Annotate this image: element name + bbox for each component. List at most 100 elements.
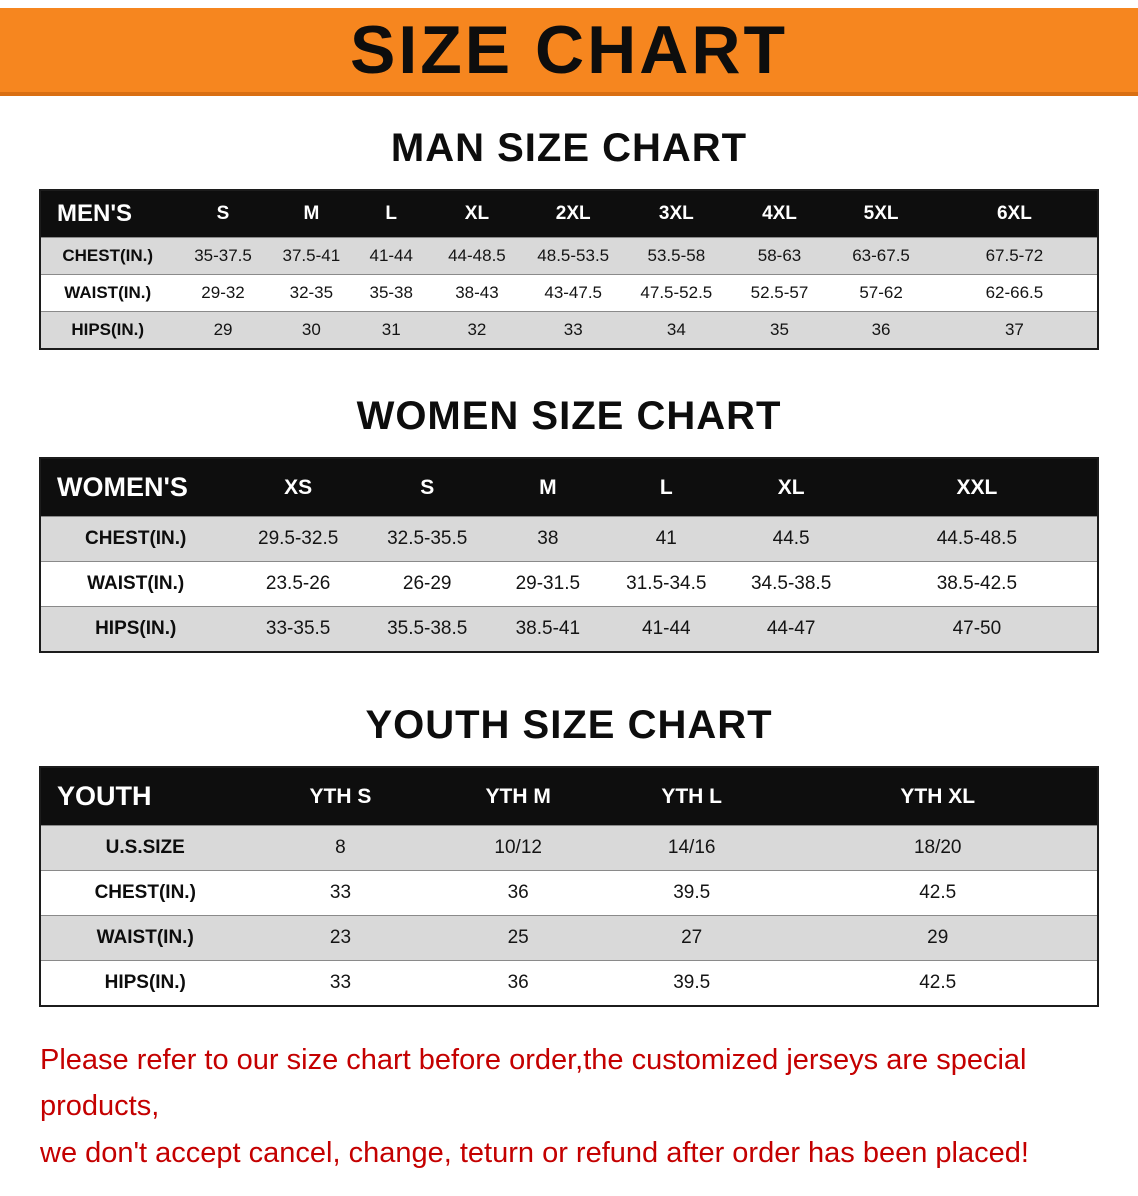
header-cell: XL (431, 190, 523, 238)
value-cell: 37.5-41 (271, 237, 352, 275)
value-cell: 44.5 (725, 516, 857, 562)
value-cell: 43-47.5 (522, 274, 624, 312)
row-label: WAIST(IN.) (40, 561, 231, 607)
banner: SIZE CHART (0, 8, 1138, 96)
row-label: HIPS(IN.) (40, 311, 175, 349)
table-row: U.S.SIZE 8 10/12 14/16 18/20 (40, 825, 1098, 871)
header-cell: 6XL (931, 190, 1098, 238)
row-label: WAIST(IN.) (40, 274, 175, 312)
men-table-title: MEN'S (40, 190, 175, 238)
value-cell: 47-50 (856, 606, 1098, 652)
women-section-heading: WOMEN SIZE CHART (356, 394, 782, 438)
row-label: HIPS(IN.) (40, 606, 231, 652)
youth-header-row: YOUTH YTH S YTH M YTH L YTH XL (40, 767, 1098, 826)
value-cell: 32 (431, 311, 523, 349)
table-row: CHEST(IN.) 29.5-32.5 32.5-35.5 38 41 44.… (40, 516, 1098, 562)
header-cell: YTH M (431, 767, 605, 826)
value-cell: 33 (522, 311, 624, 349)
value-cell: 31 (351, 311, 432, 349)
value-cell: 37 (931, 311, 1098, 349)
value-cell: 29 (778, 915, 1098, 961)
value-cell: 41-44 (351, 237, 432, 275)
order-notice-line1: Please refer to our size chart before or… (40, 1044, 1027, 1123)
value-cell: 29 (174, 311, 272, 349)
value-cell: 34 (623, 311, 729, 349)
value-cell: 25 (431, 915, 605, 961)
value-cell: 33-35.5 (230, 606, 366, 652)
order-notice-line2: we don't accept cancel, change, teturn o… (40, 1136, 1029, 1169)
value-cell: 35 (728, 311, 831, 349)
header-cell: YTH L (604, 767, 779, 826)
value-cell: 41-44 (607, 606, 726, 652)
youth-size-table: YOUTH YTH S YTH M YTH L YTH XL U.S.SIZE … (39, 766, 1099, 1007)
value-cell: 36 (830, 311, 932, 349)
value-cell: 44-47 (725, 606, 857, 652)
value-cell: 32.5-35.5 (365, 516, 489, 562)
youth-table-title: YOUTH (40, 767, 250, 826)
value-cell: 10/12 (431, 825, 605, 871)
value-cell: 44-48.5 (431, 237, 523, 275)
value-cell: 23.5-26 (230, 561, 366, 607)
value-cell: 38.5-42.5 (856, 561, 1098, 607)
value-cell: 33 (249, 960, 432, 1006)
header-cell: L (607, 458, 726, 517)
row-label: CHEST(IN.) (40, 516, 231, 562)
value-cell: 32-35 (271, 274, 352, 312)
header-cell: 3XL (623, 190, 729, 238)
value-cell: 38.5-41 (488, 606, 608, 652)
row-label: CHEST(IN.) (40, 237, 175, 275)
value-cell: 29-32 (174, 274, 272, 312)
women-size-table: WOMEN'S XS S M L XL XXL CHEST(IN.) 29.5-… (39, 457, 1099, 653)
table-row: WAIST(IN.) 23.5-26 26-29 29-31.5 31.5-34… (40, 561, 1098, 607)
value-cell: 38 (488, 516, 608, 562)
men-header-row: MEN'S S M L XL 2XL 3XL 4XL 5XL 6XL (40, 190, 1098, 238)
header-cell: XS (230, 458, 366, 517)
table-row: CHEST(IN.) 35-37.5 37.5-41 41-44 44-48.5… (40, 237, 1098, 275)
table-row: HIPS(IN.) 29 30 31 32 33 34 35 36 37 (40, 311, 1098, 349)
table-row: HIPS(IN.) 33-35.5 35.5-38.5 38.5-41 41-4… (40, 606, 1098, 652)
table-row: WAIST(IN.) 29-32 32-35 35-38 38-43 43-47… (40, 274, 1098, 312)
youth-section: YOUTH SIZE CHART YOUTH YTH S YTH M YTH L… (0, 703, 1138, 1007)
value-cell: 57-62 (830, 274, 932, 312)
value-cell: 42.5 (778, 960, 1098, 1006)
value-cell: 34.5-38.5 (725, 561, 857, 607)
value-cell: 36 (431, 960, 605, 1006)
header-cell: XXL (856, 458, 1098, 517)
value-cell: 52.5-57 (728, 274, 831, 312)
page-title: SIZE CHART (350, 12, 788, 88)
value-cell: 58-63 (728, 237, 831, 275)
header-cell: M (271, 190, 352, 238)
women-table-title: WOMEN'S (40, 458, 231, 517)
header-cell: YTH XL (778, 767, 1098, 826)
header-cell: 2XL (522, 190, 624, 238)
women-header-row: WOMEN'S XS S M L XL XXL (40, 458, 1098, 517)
value-cell: 35-37.5 (174, 237, 272, 275)
value-cell: 47.5-52.5 (623, 274, 729, 312)
value-cell: 44.5-48.5 (856, 516, 1098, 562)
value-cell: 39.5 (604, 960, 779, 1006)
value-cell: 27 (604, 915, 779, 961)
youth-section-heading: YOUTH SIZE CHART (365, 703, 773, 747)
men-size-table: MEN'S S M L XL 2XL 3XL 4XL 5XL 6XL CHEST… (39, 189, 1099, 350)
value-cell: 29-31.5 (488, 561, 608, 607)
header-cell: YTH S (249, 767, 432, 826)
value-cell: 30 (271, 311, 352, 349)
value-cell: 48.5-53.5 (522, 237, 624, 275)
value-cell: 35-38 (351, 274, 432, 312)
value-cell: 31.5-34.5 (607, 561, 726, 607)
value-cell: 53.5-58 (623, 237, 729, 275)
value-cell: 62-66.5 (931, 274, 1098, 312)
value-cell: 42.5 (778, 870, 1098, 916)
men-section-heading: MAN SIZE CHART (390, 126, 748, 170)
value-cell: 39.5 (604, 870, 779, 916)
row-label: U.S.SIZE (40, 825, 250, 871)
header-cell: M (488, 458, 608, 517)
table-row: WAIST(IN.) 23 25 27 29 (40, 915, 1098, 961)
header-cell: XL (725, 458, 857, 517)
value-cell: 23 (249, 915, 432, 961)
header-cell: 5XL (830, 190, 932, 238)
women-section: WOMEN SIZE CHART WOMEN'S XS S M L XL XXL (0, 394, 1138, 653)
row-label: HIPS(IN.) (40, 960, 250, 1006)
value-cell: 35.5-38.5 (365, 606, 489, 652)
